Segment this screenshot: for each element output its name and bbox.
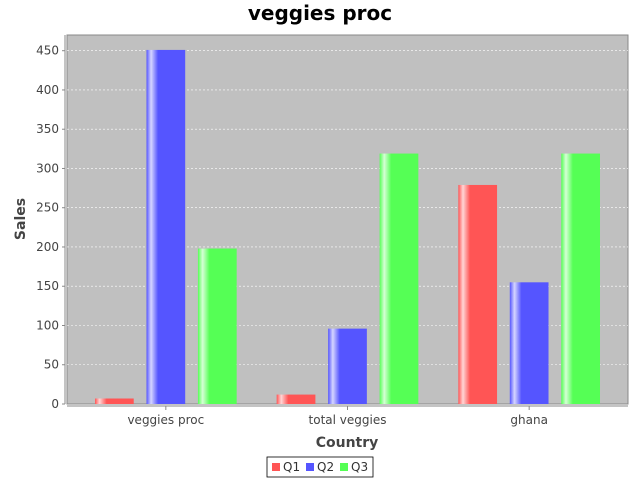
bar-q3-0 [197,248,237,404]
y-tick-label: 200 [36,240,59,254]
legend-label-q3: Q3 [351,460,368,474]
legend-label-q1: Q1 [283,460,300,474]
x-axis-label: Country [316,435,379,451]
bar-q3-1 [379,153,419,404]
chart-title: veggies proc [248,1,392,25]
bar-q1-0 [95,398,134,404]
bar-q2-1 [328,328,367,404]
legend-box [266,456,374,478]
y-tick-label: 400 [36,83,59,97]
bar-q2-2 [509,282,549,404]
y-tick-label: 450 [36,44,59,58]
y-tick-label: 300 [36,161,59,175]
y-axis: 0 50 100 150 200 250 300 350 400 450 [36,35,66,411]
legend-swatch-q2 [306,463,314,471]
bar-q3-2 [561,153,600,404]
x-tick-label: veggies proc [127,413,204,427]
bar-q1-1 [276,394,316,404]
y-axis-label: Sales [13,198,29,240]
x-tick-label: total veggies [309,413,387,427]
y-tick-label: 0 [51,397,59,411]
x-tick-label: ghana [510,413,548,427]
y-tick-label: 350 [36,122,59,136]
y-tick-label: 250 [36,201,59,215]
y-tick-label: 100 [36,318,59,332]
legend-swatch-q3 [340,463,348,471]
legend-swatch-q1 [272,463,280,471]
bars [95,49,600,404]
y-tick-label: 150 [36,279,59,293]
bar-q2-0 [146,49,186,404]
legend: Q1 Q2 Q3 [266,456,374,478]
y-tick-label: 50 [44,358,59,372]
bar-q1-2 [458,184,498,404]
legend-label-q2: Q2 [317,460,334,474]
x-axis: veggies proc total veggies ghana [67,405,628,427]
